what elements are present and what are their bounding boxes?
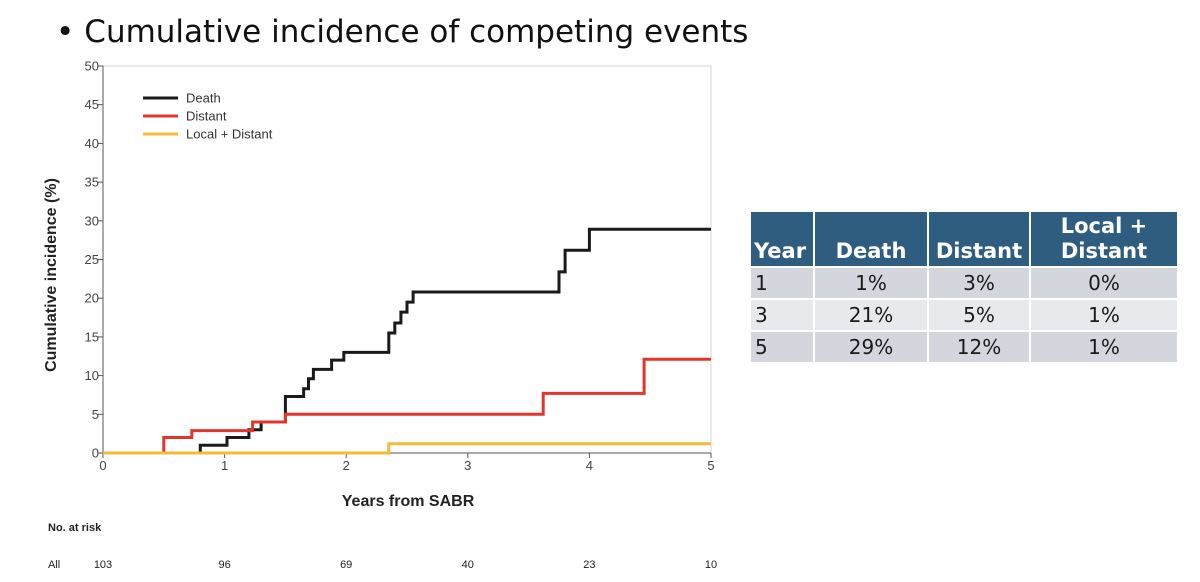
legend-label: Death [186, 91, 221, 106]
y-axis-title: Cumulative incidence (%) [43, 178, 60, 372]
table-cell-year: 5 [749, 330, 815, 364]
risk-table-title: No. at risk [48, 522, 102, 534]
incidence-summary-table: Year Death Distant Local + Distant 1 1% … [749, 210, 1179, 364]
x-tick-label: 2 [343, 458, 350, 473]
table-row: 1 1% 3% 0% [749, 266, 1179, 300]
table-cell-local-distant: 0% [1029, 266, 1179, 300]
table-cell-distant: 3% [927, 266, 1031, 300]
risk-table-value: 40 [462, 559, 474, 571]
y-tick-label: 25 [85, 252, 99, 267]
y-tick-label: 30 [85, 213, 99, 228]
y-tick-label: 0 [92, 446, 99, 461]
chart-labels: Years from SABR Cumulative incidence (%) [43, 178, 475, 510]
y-tick-label: 50 [85, 59, 99, 74]
table-header-distant: Distant [927, 210, 1031, 268]
y-tick-label: 15 [85, 329, 99, 344]
risk-table: No. at risk All 103 96 69 40 23 10 [48, 522, 717, 571]
table-cell-death: 21% [813, 298, 929, 332]
risk-table-value: 96 [218, 559, 230, 571]
risk-table-value: 69 [340, 559, 352, 571]
y-tick-label: 10 [85, 368, 99, 383]
table-cell-death: 1% [813, 266, 929, 300]
legend-label: Local + Distant [186, 127, 273, 142]
y-tick-label: 40 [85, 136, 99, 151]
chart-series [103, 227, 711, 455]
table-cell-year: 1 [749, 266, 815, 300]
y-tick-label: 5 [92, 407, 99, 422]
y-tick-label: 20 [85, 291, 99, 306]
table-cell-local-distant: 1% [1029, 298, 1179, 332]
plot-frame [102, 65, 712, 454]
risk-table-value: 103 [94, 559, 112, 571]
table-cell-year: 3 [749, 298, 815, 332]
x-tick-label: 4 [586, 458, 593, 473]
table-header-death: Death [813, 210, 929, 268]
slide-title: • Cumulative incidence of competing event… [56, 14, 748, 50]
x-tick-label: 0 [99, 458, 106, 473]
slide-title-text: Cumulative incidence of competing events [84, 14, 749, 50]
x-tick-label: 5 [707, 458, 714, 473]
x-tick-label: 3 [464, 458, 471, 473]
legend-label: Distant [186, 109, 227, 124]
table-header-year: Year [749, 210, 815, 268]
table-header-row: Year Death Distant Local + Distant [749, 210, 1179, 268]
table-header-local-distant: Local + Distant [1029, 210, 1179, 268]
x-tick-label: 1 [221, 458, 228, 473]
risk-table-value: 10 [705, 559, 717, 571]
series-death [103, 227, 711, 455]
risk-table-row-label: All [48, 559, 60, 571]
series-distant [103, 357, 711, 455]
x-axis-title: Years from SABR [342, 493, 475, 510]
table-cell-death: 29% [813, 330, 929, 364]
bullet-icon: • [56, 14, 75, 50]
table-cell-distant: 5% [927, 298, 1031, 332]
series-local-distant [103, 442, 711, 455]
y-tick-label: 45 [85, 97, 99, 112]
chart-legend: Death Distant Local + Distant [143, 91, 273, 142]
table-cell-distant: 12% [927, 330, 1031, 364]
table-row: 3 21% 5% 1% [749, 298, 1179, 332]
risk-table-value: 23 [583, 559, 595, 571]
table-row: 5 29% 12% 1% [749, 330, 1179, 364]
y-tick-label: 35 [85, 175, 99, 190]
table-cell-local-distant: 1% [1029, 330, 1179, 364]
